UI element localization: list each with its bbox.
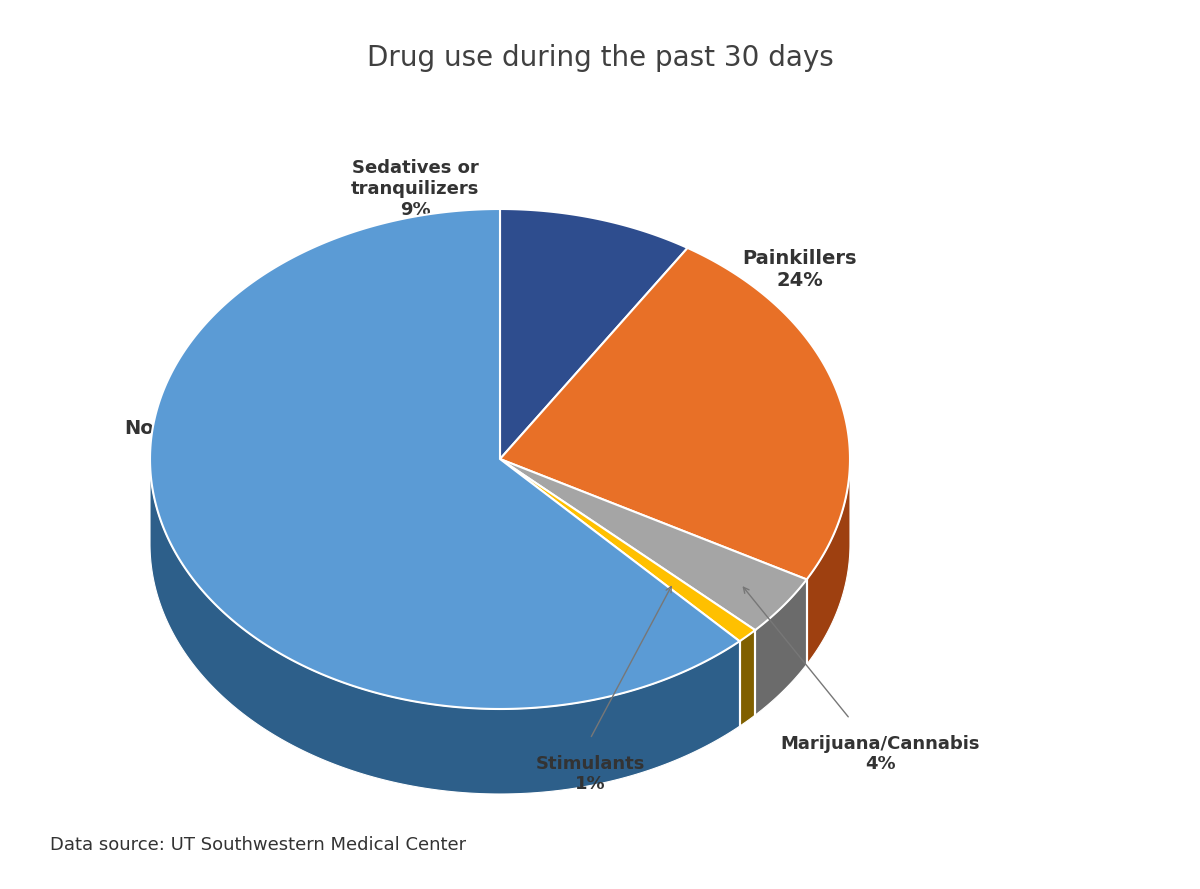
Polygon shape [500, 209, 688, 459]
Polygon shape [806, 460, 850, 664]
Polygon shape [755, 580, 806, 715]
Text: Drug use during the past 30 days: Drug use during the past 30 days [367, 44, 833, 72]
Polygon shape [500, 459, 755, 641]
Text: Sedatives or
tranquilizers
9%: Sedatives or tranquilizers 9% [350, 159, 479, 219]
Text: Stimulants
1%: Stimulants 1% [535, 755, 644, 793]
Text: Non-users
62%: Non-users 62% [125, 419, 235, 460]
Polygon shape [500, 459, 806, 630]
Polygon shape [500, 248, 850, 580]
Text: Marijuana/Cannabis
4%: Marijuana/Cannabis 4% [780, 734, 979, 773]
Text: Data source: UT Southwestern Medical Center: Data source: UT Southwestern Medical Cen… [50, 836, 466, 854]
Polygon shape [150, 461, 739, 794]
Polygon shape [739, 630, 755, 726]
Text: Painkillers
24%: Painkillers 24% [743, 249, 857, 290]
Polygon shape [150, 209, 739, 709]
